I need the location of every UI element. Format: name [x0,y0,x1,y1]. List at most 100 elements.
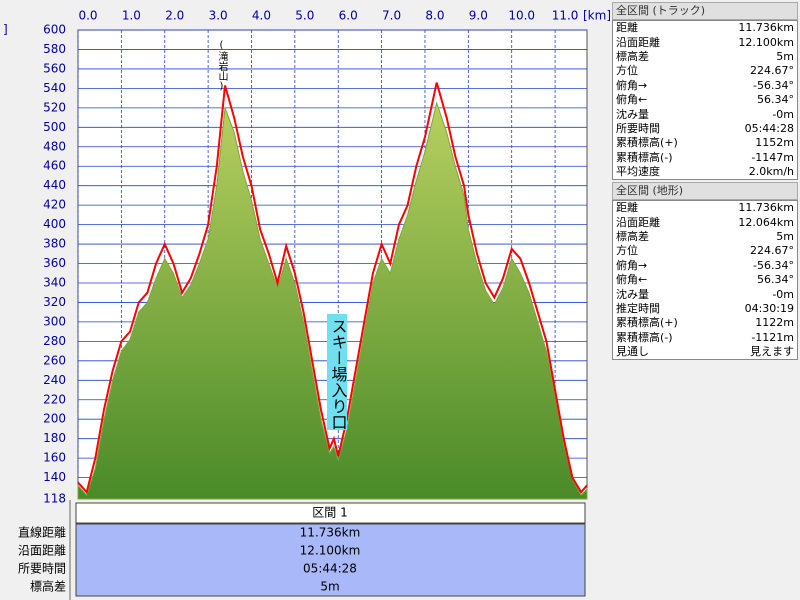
row: 方位 224.67° [613,244,798,258]
section-value: 05:44:28 [303,562,357,576]
section-value: 5m [320,580,339,594]
section-value: 11.736km [300,526,361,540]
row: 累積標高(-) -1121m [613,331,798,345]
row: 累積標高(+) 1152m [613,136,798,150]
y-tick-label: 180 [43,431,66,445]
y-tick-label: 380 [43,237,66,251]
row: 沈み量 -0m [613,287,798,301]
x-tick-label: 6.0 [339,9,358,23]
value: 5m [776,229,794,243]
label: 累積標高(-) [616,330,673,344]
x-tick-label: 8.0 [425,9,444,23]
value: 56.34° [757,273,794,287]
label: 標高差 [616,49,649,63]
y-tick-label: 520 [43,100,66,114]
chart: ] [km] 区間 1 118 140 160 180 200 220 240 260 280 3… [3,9,610,600]
label: 距離 [616,201,638,215]
value: -0m [772,107,794,121]
row: 俯角→ -56.34° [613,79,798,93]
terrain-panel: 全区間 (地形) 距離 11.736km 沿面距離 12.064km 標高差 5m 方位 22… [612,182,798,361]
section-label: 直線距離 [18,525,66,540]
x-tick-label: 5.0 [295,9,314,23]
value: -1121m [751,330,794,344]
row: 俯角← 56.34° [613,273,798,287]
value: -1147m [751,150,794,164]
value: 1152m [755,136,794,150]
label: 所要時間 [616,121,660,135]
y-tick-label: 540 [43,81,66,95]
value: 05:44:28 [744,121,794,135]
y-tick-label: 460 [43,159,66,173]
value: 見えます [750,345,794,359]
section-value: 12.100km [300,544,361,558]
y-tick-label: 280 [43,334,66,348]
row: 見通し 見えます [613,345,798,360]
track-panel: 全区間 (トラック) 距離 11.736km 沿面距離 12.100km 標高差 5m 方位… [612,2,798,181]
section-body [75,523,586,597]
value: 5m [776,49,794,63]
row: 距離 11.736km [613,201,798,216]
section-label: 所要時間 [18,562,66,576]
y-tick-label: 260 [43,353,66,367]
section-label: 沿面距離 [18,544,66,558]
track-table: 距離 11.736km 沿面距離 12.100km 標高差 5m 方位 224.67° 俯角→ -… [612,20,798,181]
row: 距離 11.736km [613,21,798,36]
label: 標高差 [616,229,649,243]
label: 累積標高(+) [616,136,678,150]
value: 56.34° [757,93,794,107]
x-tick-label: 9.0 [469,9,488,23]
y-tick-label: 118 [43,492,66,506]
y-tick-label: 200 [43,412,66,426]
value: -56.34° [753,78,794,92]
label: 沈み量 [616,287,649,301]
value: -0m [772,287,794,301]
label: 方位 [616,244,638,258]
terrain-table: 距離 11.736km 沿面距離 12.064km 標高差 5m 方位 224.67° 俯角→ -… [612,200,798,361]
label: 平均速度 [616,165,660,179]
x-label: [km] [583,9,610,23]
value: 224.67° [750,64,794,78]
y-tick-label: 580 [43,42,66,56]
x-tick-label: 2.0 [165,9,184,23]
label: 距離 [616,21,638,35]
value: -56.34° [753,258,794,272]
label: 推定時間 [616,301,660,315]
y-tick-label: 140 [43,470,66,484]
x-tick-label: 0.0 [78,9,97,23]
label: 沿面距離 [616,215,660,229]
value: 224.67° [750,244,794,258]
y-tick-label: 160 [43,451,66,465]
value: 12.064km [738,215,794,229]
x-tick-label: 7.0 [382,9,401,23]
panel-title: 全区間 (地形) [612,182,798,200]
x-tick-label: 10.0 [508,9,535,23]
row: 標高差 5m [613,230,798,244]
annotation-bg [327,314,347,430]
row: 沿面距離 12.064km [613,215,798,229]
label: 累積標高(-) [616,150,673,164]
y-tick-label: 240 [43,373,66,387]
y-tick-label: 340 [43,275,66,289]
section-label: 標高差 [30,579,66,594]
y-tick-label: 220 [43,392,66,406]
value: 04:30:19 [744,301,794,315]
value: 1122m [755,316,794,330]
terrain-area [77,101,588,500]
value: 11.736km [738,21,794,35]
section-header-box [75,502,586,524]
label: 沿面距離 [616,35,660,49]
row: 平均速度 2.0km/h [613,165,798,180]
y-label: ] [3,23,8,37]
x-tick-label: 1.0 [122,9,141,23]
x-tick-label: 4.0 [252,9,271,23]
row: 所要時間 05:44:28 [613,122,798,136]
label: 見通し [616,345,649,359]
y-tick-label: 320 [43,295,66,309]
row: 推定時間 04:30:19 [613,302,798,316]
y-tick-label: 480 [43,139,66,153]
row: 標高差 5m [613,50,798,64]
value: 11.736km [738,201,794,215]
y-tick-label: 600 [43,23,66,37]
label: 累積標高(+) [616,316,678,330]
